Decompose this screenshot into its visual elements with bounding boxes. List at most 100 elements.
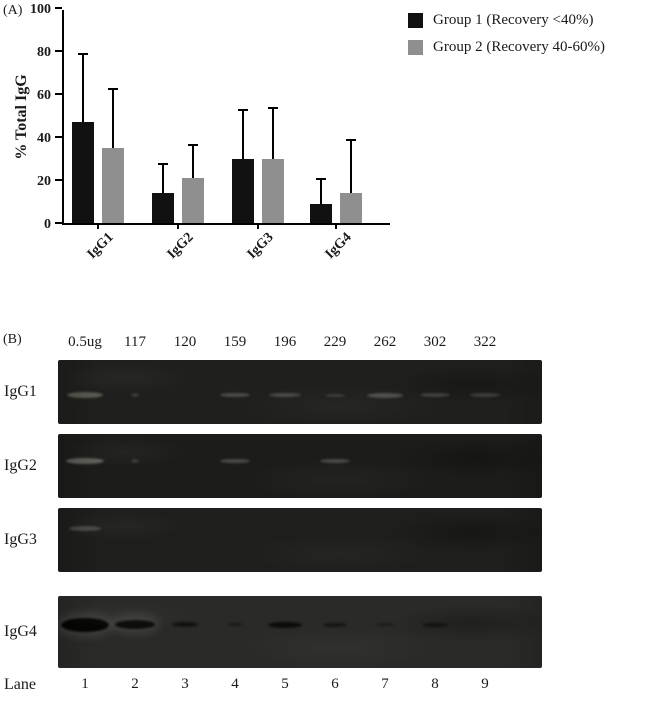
error-bar — [162, 164, 164, 193]
y-tick-label: 40 — [37, 131, 51, 146]
error-bar-cap — [158, 162, 168, 165]
error-bar-cap — [188, 143, 198, 146]
error-bar-cap — [238, 109, 248, 112]
bar-igg3-group2 — [262, 158, 284, 223]
lane-number: 9 — [481, 676, 489, 692]
blot-band — [269, 393, 301, 398]
column-header: 262 — [373, 334, 397, 350]
x-tick-label: IgG4 — [322, 230, 355, 263]
column-header: 117 — [124, 334, 146, 350]
blot-band — [220, 393, 250, 398]
panel-a-label: (A) — [3, 3, 23, 18]
y-tick-mark — [55, 222, 62, 224]
column-header: 159 — [223, 334, 247, 350]
blot-band — [268, 621, 302, 628]
blot-row-igg4: IgG4 — [0, 596, 650, 668]
lane-number: 5 — [281, 676, 289, 692]
blot-band — [323, 622, 347, 627]
y-tick-mark — [55, 179, 62, 181]
x-tick-label: IgG3 — [244, 230, 277, 263]
blot-column-headers: 0.5ug 117 120 159 196 229 262 302 322 — [58, 334, 542, 352]
y-tick-label: 0 — [44, 217, 51, 232]
legend-swatch-group2 — [408, 40, 423, 55]
legend-swatch-group1 — [408, 13, 423, 28]
blot-band — [227, 623, 243, 627]
lane-number: 3 — [181, 676, 189, 692]
y-tick-label: 80 — [37, 45, 51, 60]
error-bar — [242, 111, 244, 159]
lane-numbers: 1 2 3 4 5 6 7 8 9 — [58, 676, 542, 696]
y-tick-label: 20 — [37, 174, 51, 189]
bar-plot: IgG1 IgG2 IgG3 IgG4 — [55, 7, 390, 262]
x-tick-mark — [97, 223, 99, 229]
blot-band — [422, 622, 448, 627]
blot-row-label: IgG3 — [4, 531, 37, 548]
lane-number: 8 — [431, 676, 439, 692]
bar-igg3-group1 — [232, 158, 254, 223]
blot-band — [131, 393, 139, 398]
lane-number: 1 — [81, 676, 89, 692]
legend: Group 1 (Recovery <40%) Group 2 (Recover… — [408, 12, 605, 66]
error-bar — [320, 180, 322, 204]
bar-igg4-group1 — [310, 203, 332, 223]
y-tick-mark — [55, 93, 62, 95]
panel-b-label: (B) — [3, 332, 22, 347]
blot-row-label: IgG2 — [4, 457, 37, 474]
blot-band — [367, 392, 403, 398]
blot-band — [66, 457, 104, 464]
blot-band — [131, 458, 139, 463]
error-bar — [82, 55, 84, 122]
error-bar-cap — [316, 178, 326, 180]
column-header: 302 — [423, 334, 447, 350]
blot-row-igg3: IgG3 — [0, 508, 650, 572]
x-tick-mark — [335, 223, 337, 229]
y-tick-mark — [55, 7, 62, 9]
legend-item-group1: Group 1 (Recovery <40%) — [408, 12, 605, 29]
error-bar — [192, 145, 194, 178]
blot-band — [61, 617, 109, 632]
x-tick-mark — [177, 223, 179, 229]
lane-number: 7 — [381, 676, 389, 692]
x-tick-label: IgG1 — [84, 230, 117, 263]
blot-row-label: IgG1 — [4, 383, 37, 400]
column-header: 0.5ug — [68, 334, 102, 350]
blot-band — [67, 392, 103, 399]
blot-band — [320, 458, 350, 463]
lane-number: 2 — [131, 676, 139, 692]
blot-image-igg1 — [58, 360, 542, 424]
error-bar-cap — [108, 87, 118, 90]
x-tick-label: IgG2 — [164, 230, 197, 263]
column-header: 322 — [473, 334, 497, 350]
y-tick-mark — [55, 136, 62, 138]
bar-igg1-group1 — [72, 121, 94, 223]
bar-igg2-group2 — [182, 177, 204, 223]
error-bar-cap — [346, 139, 356, 142]
lane-number: 4 — [231, 676, 239, 692]
blot-row-igg2: IgG2 — [0, 434, 650, 498]
error-bar — [272, 109, 274, 159]
y-tick-label: 100 — [30, 2, 51, 17]
blot-band — [69, 525, 101, 531]
blot-row-label: IgG4 — [4, 623, 37, 640]
column-header: 120 — [173, 334, 197, 350]
lane-number: 6 — [331, 676, 339, 692]
lane-row: Lane 1 2 3 4 5 6 7 8 9 — [0, 676, 650, 696]
column-header: 196 — [273, 334, 297, 350]
lane-label: Lane — [4, 676, 36, 693]
error-bar-cap — [268, 107, 278, 110]
error-bar — [350, 141, 352, 193]
blot-band — [325, 393, 345, 397]
legend-item-group2: Group 2 (Recovery 40-60%) — [408, 39, 605, 56]
x-tick-mark — [257, 223, 259, 229]
bar-igg1-group2 — [102, 147, 124, 223]
blot-band — [375, 623, 395, 627]
bar-igg4-group2 — [340, 192, 362, 223]
error-bar-cap — [78, 53, 88, 56]
blot-image-igg2 — [58, 434, 542, 498]
blot-image-igg3 — [58, 508, 542, 572]
blot-band — [470, 393, 500, 398]
blot-row-igg1: IgG1 — [0, 360, 650, 424]
legend-label-group1: Group 1 (Recovery <40%) — [433, 12, 594, 28]
y-axis-ticks: 0 20 40 60 80 100 — [0, 2, 62, 232]
y-tick-mark — [55, 50, 62, 52]
